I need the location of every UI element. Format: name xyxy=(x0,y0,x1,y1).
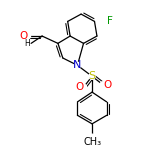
Text: CH₃: CH₃ xyxy=(83,137,101,147)
Circle shape xyxy=(74,62,81,68)
Text: N: N xyxy=(73,60,82,70)
Text: O: O xyxy=(19,31,27,41)
Text: F: F xyxy=(107,16,113,26)
Text: O: O xyxy=(103,80,111,90)
Circle shape xyxy=(100,82,106,88)
Text: S: S xyxy=(88,71,96,81)
Text: O: O xyxy=(75,82,84,92)
Circle shape xyxy=(24,33,30,39)
Circle shape xyxy=(89,134,95,140)
Circle shape xyxy=(89,73,95,79)
Circle shape xyxy=(104,18,110,24)
Circle shape xyxy=(81,84,87,90)
Text: H: H xyxy=(24,39,30,48)
